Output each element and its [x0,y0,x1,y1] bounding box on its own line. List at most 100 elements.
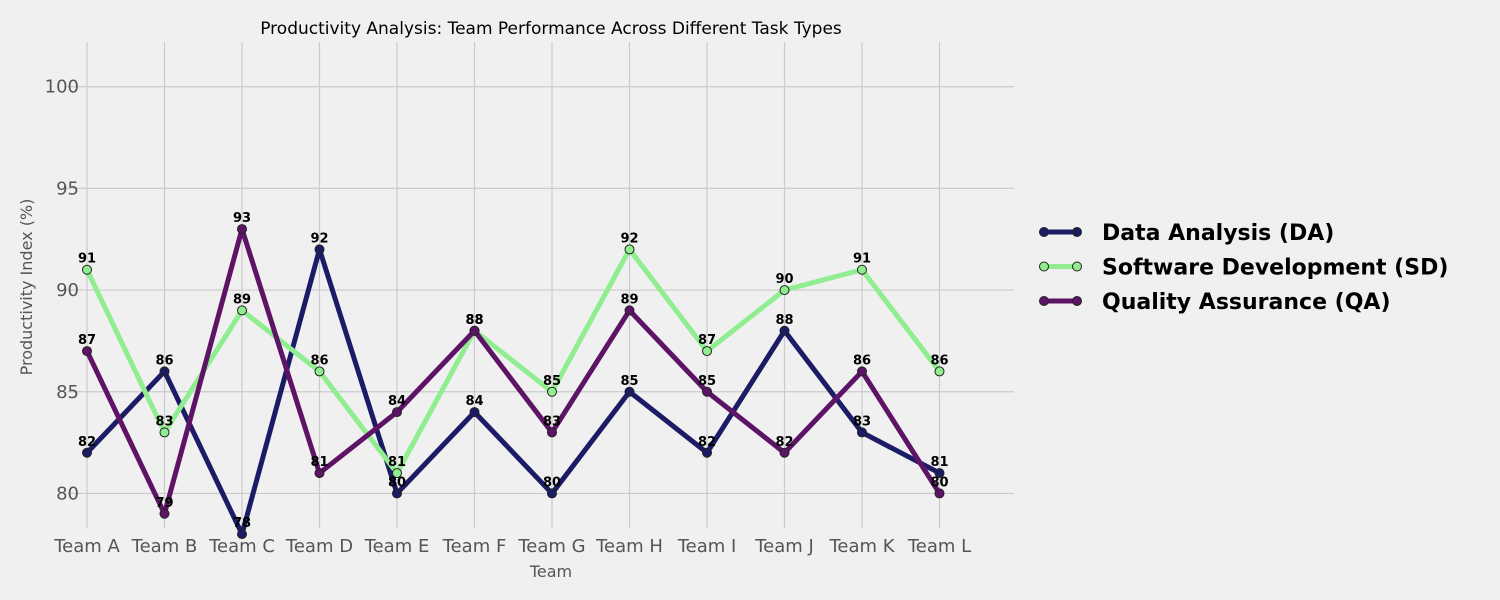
data-label-2: 93 [233,211,251,226]
series-point-1 [392,468,402,479]
y-tick-label: 85 [56,382,79,403]
data-label-0: 86 [155,353,173,368]
x-tick-label: Team C [208,536,275,557]
y-tick-label: 90 [56,280,79,301]
data-label-1: 83 [155,414,173,429]
legend-entry-label: Quality Assurance (QA) [1102,290,1391,315]
series-markers [82,224,945,540]
data-label-0: 82 [698,435,716,450]
series-point-1 [314,366,325,377]
data-label-1: 86 [310,353,328,368]
data-label-2: 82 [775,435,793,450]
series-point-0 [469,407,480,418]
data-label-2: 89 [620,292,638,307]
legend-swatch-marker [1039,296,1049,306]
legend-swatch-marker [1039,227,1049,237]
x-tick-label: Team K [828,536,895,557]
series-point-1 [237,305,247,316]
series-point-0 [159,366,170,377]
series-point-2 [314,468,325,479]
series-point-0 [779,325,790,336]
y-axis-title: Productivity Index (%) [17,199,36,376]
y-tick-label: 80 [56,483,79,504]
series-point-2 [702,386,712,397]
data-label-2: 79 [155,496,173,511]
data-label-2: 88 [465,313,483,328]
data-label-2: 83 [543,414,561,429]
series-point-2 [237,224,247,235]
series-point-2 [547,427,557,438]
x-tick-label: Team E [364,536,430,557]
data-label-0: 83 [853,414,871,429]
data-label-0: 92 [310,231,328,246]
data-label-0: 85 [620,374,638,389]
series-point-0 [934,468,945,479]
data-label-2: 85 [698,374,716,389]
data-label-1: 92 [620,231,638,246]
data-label-1: 85 [543,374,561,389]
series-point-0 [547,488,557,499]
x-tick-label: Team J [754,536,814,557]
data-label-1: 91 [78,252,96,267]
data-label-0: 80 [543,475,561,490]
series-line-1 [84,246,942,476]
data-label-0: 84 [465,394,483,409]
x-tick-label: Team L [907,536,971,557]
series-point-1 [702,346,712,357]
series-point-1 [857,264,867,275]
series-point-1 [547,386,557,397]
data-label-1: 90 [775,272,793,287]
data-label-1: 89 [233,292,251,307]
series-point-1 [934,366,945,377]
series-point-0 [857,427,867,438]
series-point-2 [857,366,867,377]
series-point-0 [624,386,635,397]
x-tick-label: Team H [595,536,663,557]
series-point-2 [392,407,402,418]
y-tick-label: 95 [56,178,79,199]
data-label-2: 86 [853,353,871,368]
series-point-1 [624,244,635,255]
x-tick-label: Team A [53,536,120,557]
data-label-1: 81 [388,455,406,470]
legend-swatch-marker [1072,227,1082,237]
data-label-2: 84 [388,394,406,409]
data-label-0: 88 [775,313,793,328]
legend-entry-label: Data Analysis (DA) [1102,221,1334,246]
data-label-0: 80 [388,475,406,490]
chart-title: Productivity Analysis: Team Performance … [260,19,842,39]
x-tick-label: Team B [131,536,198,557]
legend-entry-label: Software Development (SD) [1102,256,1448,281]
data-label-1: 86 [930,353,948,368]
series-point-0 [82,447,92,458]
data-label-0: 81 [930,455,948,470]
series-point-0 [702,447,712,458]
series-point-1 [82,264,92,275]
x-tick-label: Team D [285,536,353,557]
series-point-2 [159,508,170,519]
legend-swatch-marker [1072,261,1082,272]
data-label-2: 87 [78,333,96,348]
data-label-1: 87 [698,333,716,348]
series-point-0 [314,244,325,255]
data-label-1: 91 [853,252,871,267]
series-line-2 [84,226,942,517]
series-point-2 [779,447,790,458]
series-point-0 [392,488,402,499]
data-labels: 82 86 78 92 80 84 80 85 82 88 83 81 91 83 89 86 81 88 85 92… [78,211,949,531]
data-label-2: 81 [310,455,328,470]
legend: Data Analysis (DA) Software Development (… [1039,221,1448,315]
series-point-2 [624,305,635,316]
data-label-0: 78 [233,516,251,531]
data-label-2: 80 [930,475,948,490]
series-point-2 [469,325,480,336]
data-label-0: 82 [78,435,96,450]
series-point-1 [779,285,790,296]
x-tick-label: Team F [442,536,507,557]
series-point-1 [159,427,170,438]
series-lines [84,226,942,537]
series-point-2 [82,346,92,357]
data-label-1: 88 [465,313,483,328]
series-line-0 [84,246,942,537]
